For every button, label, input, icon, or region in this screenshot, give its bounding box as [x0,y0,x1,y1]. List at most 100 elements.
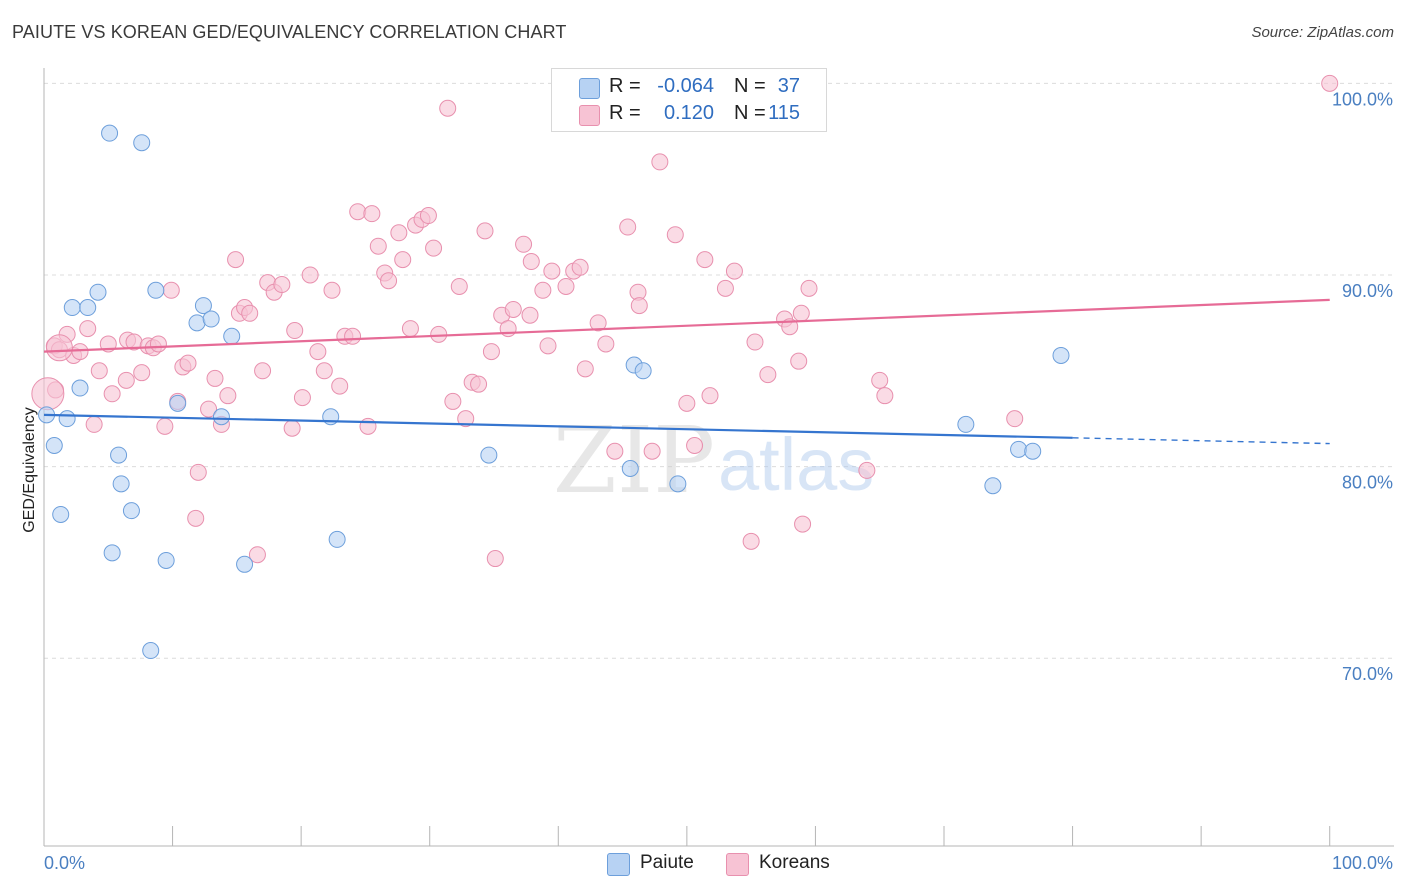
koreans-point [156,417,174,435]
koreans-point [380,272,398,290]
koreans-point [482,343,500,361]
paiute-trend-extension [1072,437,1330,445]
legend-n-value: 37 [777,75,800,97]
paiute-point [188,314,206,332]
koreans-legend-label: Koreans [759,852,830,873]
paiute-point [157,551,175,569]
koreans-point [117,371,135,389]
legend-n-value: 115 [768,102,800,124]
koreans-point [315,362,333,380]
legend-r-label: R = [609,75,641,97]
koreans-point [419,207,437,225]
koreans-point [369,237,387,255]
paiute-point [328,530,346,548]
koreans-point [576,360,594,378]
paiute-point [634,362,652,380]
koreans-point [283,419,301,437]
paiute-point [957,415,975,433]
paiute-point [669,475,687,493]
koreans-point [630,297,648,315]
koreans-point [200,400,218,418]
koreans-legend-swatch [726,853,749,876]
koreans-point [725,262,743,280]
koreans-point [394,251,412,269]
koreans-point [90,362,108,380]
paiute-point [142,642,160,660]
paiute-point [101,124,119,142]
correlation-legend: R = -0.064 N = 37 R = 0.120 N = 115 [551,68,827,132]
paiute-point [480,446,498,464]
paiute-point [169,394,187,412]
koreans-point [800,279,818,297]
paiute-point [212,408,230,426]
paiute-point [202,310,220,328]
paiute-point [79,299,97,317]
paiute-point [147,281,165,299]
koreans-point [71,343,89,361]
legend-r-value: 0.120 [663,102,714,124]
y-tick-label: 90.0% [1342,281,1393,301]
paiute-point [194,297,212,315]
legend-r-label: R = [609,102,641,124]
paiute-point [122,502,140,520]
koreans-point [363,205,381,223]
koreans-point [539,337,557,355]
koreans-point [179,354,197,372]
koreans-point [792,304,810,322]
koreans-point [876,387,894,405]
koreans-point [323,281,341,299]
koreans-point [597,335,615,353]
paiute-point [110,446,128,464]
x-tick-label: 0.0% [44,853,85,873]
koreans-point [331,377,349,395]
paiute-point [89,283,107,301]
koreans-point [504,300,522,318]
koreans-trend-line [43,298,1330,353]
legend-row-koreans: R = 0.120 N = 115 [552,102,826,128]
koreans-point [589,314,607,332]
koreans-point [759,366,777,384]
koreans-point [534,281,552,299]
koreans-point [643,442,661,460]
koreans-point [241,304,259,322]
legend-n-label: N = [734,75,766,97]
koreans-point-cluster [31,377,65,411]
axes [43,68,1394,847]
koreans-point [349,203,367,221]
y-tick-label: 70.0% [1342,664,1393,684]
koreans-point [227,251,245,269]
koreans-point [390,224,408,242]
koreans-point [430,325,448,343]
koreans-point [476,222,494,240]
paiute-swatch [579,78,600,99]
paiute-point [112,475,130,493]
koreans-point [248,546,266,564]
paiute-point [133,134,151,152]
koreans-point [571,258,589,276]
koreans-point [651,153,669,171]
koreans-point [515,235,533,253]
koreans-point [309,343,327,361]
legend-r-value: -0.064 [657,75,714,97]
koreans-point [450,277,468,295]
koreans-point [103,385,121,403]
koreans-point [522,253,540,271]
paiute-point [223,327,241,345]
koreans-point [716,279,734,297]
tick-labels: 100.0% 90.0% 80.0% 70.0% 0.0% 100.0% [44,89,1393,873]
paiute-point [236,555,254,573]
paiute-point [1024,442,1042,460]
watermark-zip: ZIP [553,407,715,514]
koreans-point [286,322,304,340]
koreans-point [1006,410,1024,428]
chart-title: PAIUTE VS KOREAN GED/EQUIVALENCY CORRELA… [12,22,567,42]
koreans-point [254,362,272,380]
paiute-point [45,437,63,455]
koreans-point [606,442,624,460]
koreans-point [871,371,889,389]
koreans-point [301,266,319,284]
koreans-point [619,218,637,236]
watermark: ZIP atlas [553,407,874,514]
koreans-point-cluster [45,334,73,362]
